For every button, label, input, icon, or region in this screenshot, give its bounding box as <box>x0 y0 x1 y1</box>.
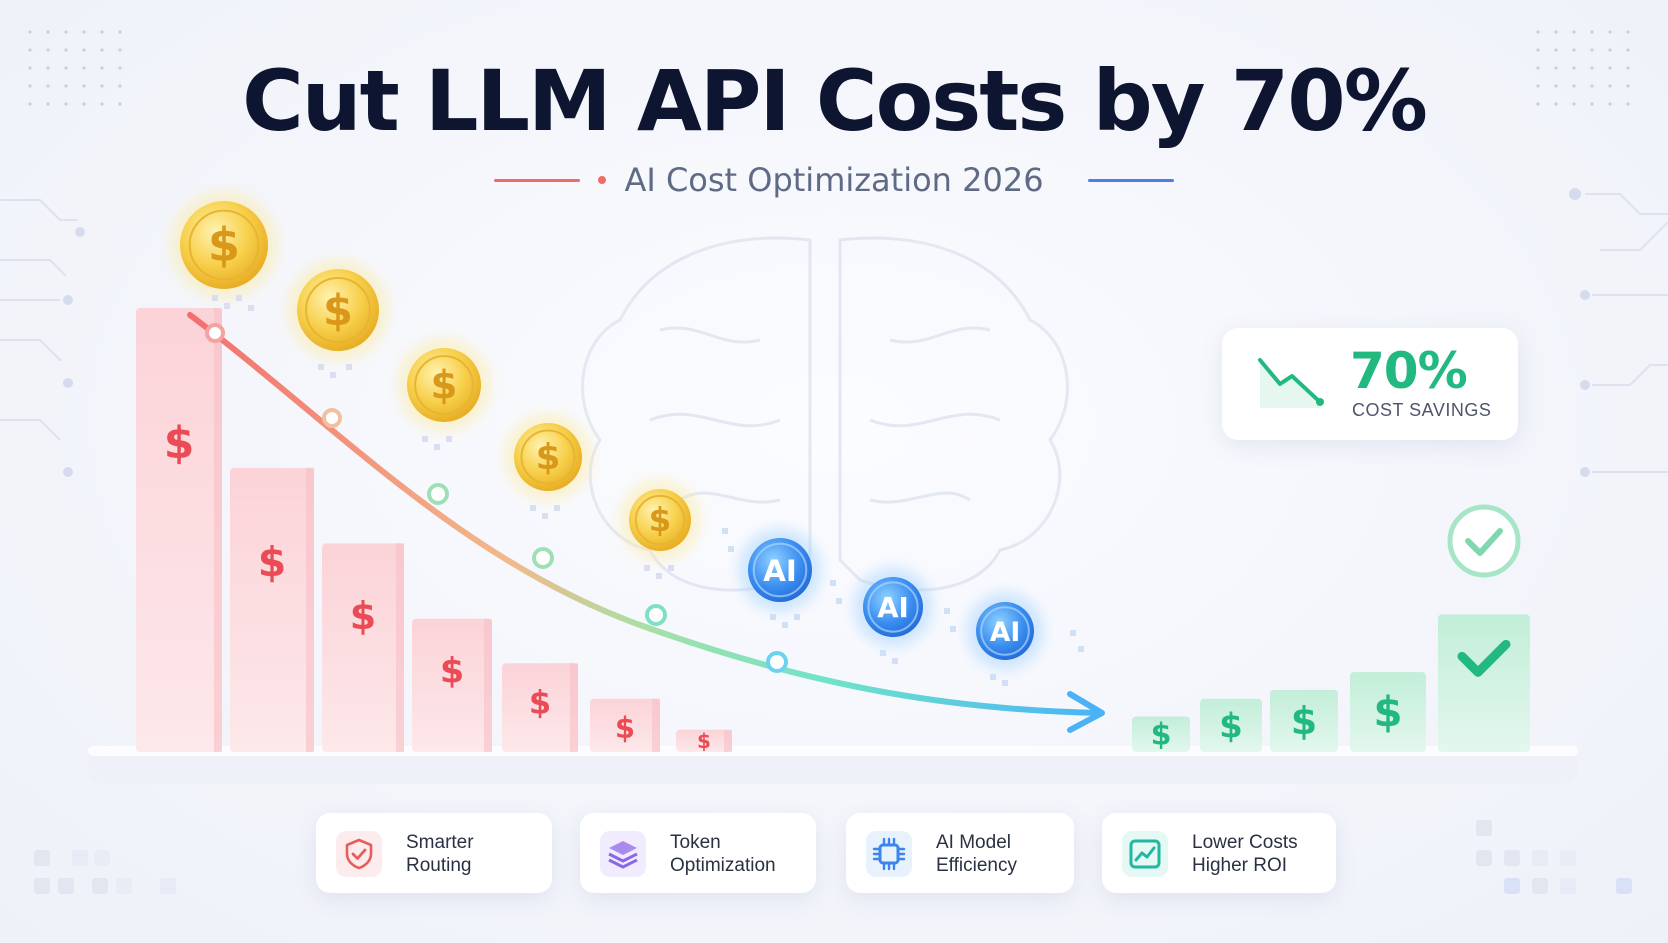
dollar-sign-label: $ <box>164 417 195 468</box>
feature-label: Smarter Routing <box>406 832 474 876</box>
ai-token-icon: AI <box>853 567 933 647</box>
curve-nodes <box>205 323 788 673</box>
page-title: Cut LLM API Costs by 70% <box>242 52 1428 150</box>
dollar-sign-label: $ <box>1291 699 1317 743</box>
svg-text:$: $ <box>208 218 240 272</box>
svg-text:$: $ <box>323 286 353 336</box>
dot-grid-top-left <box>28 30 122 106</box>
savings-label: COST SAVINGS <box>1352 400 1492 420</box>
dollar-sign-label: $ <box>1373 688 1402 737</box>
subtitle-dot <box>598 176 607 184</box>
high-cost-bar: $ <box>412 618 492 752</box>
ai-tokens: AI AI AI <box>738 528 1044 670</box>
square-decor-bottom-right <box>1476 820 1632 894</box>
trend-arrow-head-icon <box>1067 691 1105 733</box>
dollar-sign-label: $ <box>615 711 635 745</box>
low-cost-bar: $ <box>1200 698 1262 752</box>
dollar-sign-label: $ <box>350 594 376 638</box>
square-decor-bottom-left <box>34 850 176 894</box>
low-cost-bar: $ <box>1132 716 1190 753</box>
feature-label: Lower Costs Higher ROI <box>1192 832 1298 876</box>
svg-text:$: $ <box>649 501 672 539</box>
falling-coins: $ $ $ $ $ <box>170 191 701 561</box>
feature-card-smarter-routing: Smarter Routing <box>316 813 552 893</box>
chip-icon <box>866 831 912 877</box>
dollar-sign-label: $ <box>258 538 287 586</box>
ai-token-icon: AI <box>738 528 822 612</box>
trend-down-icon <box>1258 358 1324 408</box>
svg-text:AI: AI <box>763 554 797 588</box>
feature-card-ai-model-efficiency: AI Model Efficiency <box>846 813 1074 893</box>
svg-text:AI: AI <box>877 591 909 624</box>
dollar-coin-icon: $ <box>619 479 701 561</box>
check-icon <box>1457 639 1511 677</box>
high-cost-bar: $ <box>136 308 222 752</box>
savings-percentage: 70% <box>1350 342 1468 400</box>
circuit-lines-left <box>0 199 85 477</box>
layers-icon <box>600 831 646 877</box>
dollar-sign-label: $ <box>1151 718 1172 753</box>
dollar-sign-label: $ <box>440 651 464 691</box>
high-cost-bar: $ <box>322 543 404 752</box>
feature-label: Token Optimization <box>670 832 776 876</box>
dollar-coin-icon: $ <box>170 191 278 299</box>
high-cost-bar: $ <box>502 663 578 752</box>
high-cost-bar: $ <box>676 729 732 753</box>
high-cost-bars: $ $ $ $ $ $ $ <box>136 308 732 753</box>
feature-card-token-optimization: Token Optimization <box>580 813 816 893</box>
subtitle-divider-right <box>1087 178 1174 182</box>
subtitle-row: AI Cost Optimization 2026 <box>0 160 1668 200</box>
dollar-sign-label: $ <box>697 729 711 753</box>
success-check-circle-icon <box>1447 504 1521 578</box>
subtitle-divider-left <box>494 178 581 182</box>
circuit-lines-right <box>1569 188 1668 477</box>
ai-token-icon: AI <box>966 592 1044 670</box>
platform <box>88 748 1578 784</box>
feature-label: AI Model Efficiency <box>936 832 1017 876</box>
low-cost-bar: $ <box>1270 689 1338 752</box>
svg-text:$: $ <box>536 437 561 478</box>
high-cost-bar: $ <box>230 467 314 752</box>
pixel-sparkles <box>212 295 1084 686</box>
low-cost-bar <box>1438 614 1530 752</box>
dollar-sign-label: $ <box>1219 706 1243 746</box>
low-cost-bars: $ $ $ $ <box>1132 614 1530 753</box>
low-cost-bar: $ <box>1350 672 1426 752</box>
cost-trend-curve <box>187 312 1103 716</box>
cost-savings-card: 70% COST SAVINGS <box>1222 328 1518 440</box>
trend-up-chart-icon <box>1122 831 1168 877</box>
subtitle: AI Cost Optimization 2026 <box>624 161 1044 199</box>
feature-card-lower-costs-higher-roi: Lower Costs Higher ROI <box>1102 813 1336 893</box>
high-cost-bar: $ <box>590 698 660 752</box>
svg-text:$: $ <box>430 363 457 408</box>
dollar-coin-icon: $ <box>397 338 491 432</box>
dollar-sign-label: $ <box>529 683 551 721</box>
dollar-coin-icon: $ <box>287 259 389 361</box>
dot-grid-top-right <box>1536 30 1630 106</box>
brain-watermark <box>581 236 1069 592</box>
svg-text:AI: AI <box>990 617 1021 648</box>
shield-check-icon <box>336 831 382 877</box>
dollar-coin-icon: $ <box>504 413 592 501</box>
